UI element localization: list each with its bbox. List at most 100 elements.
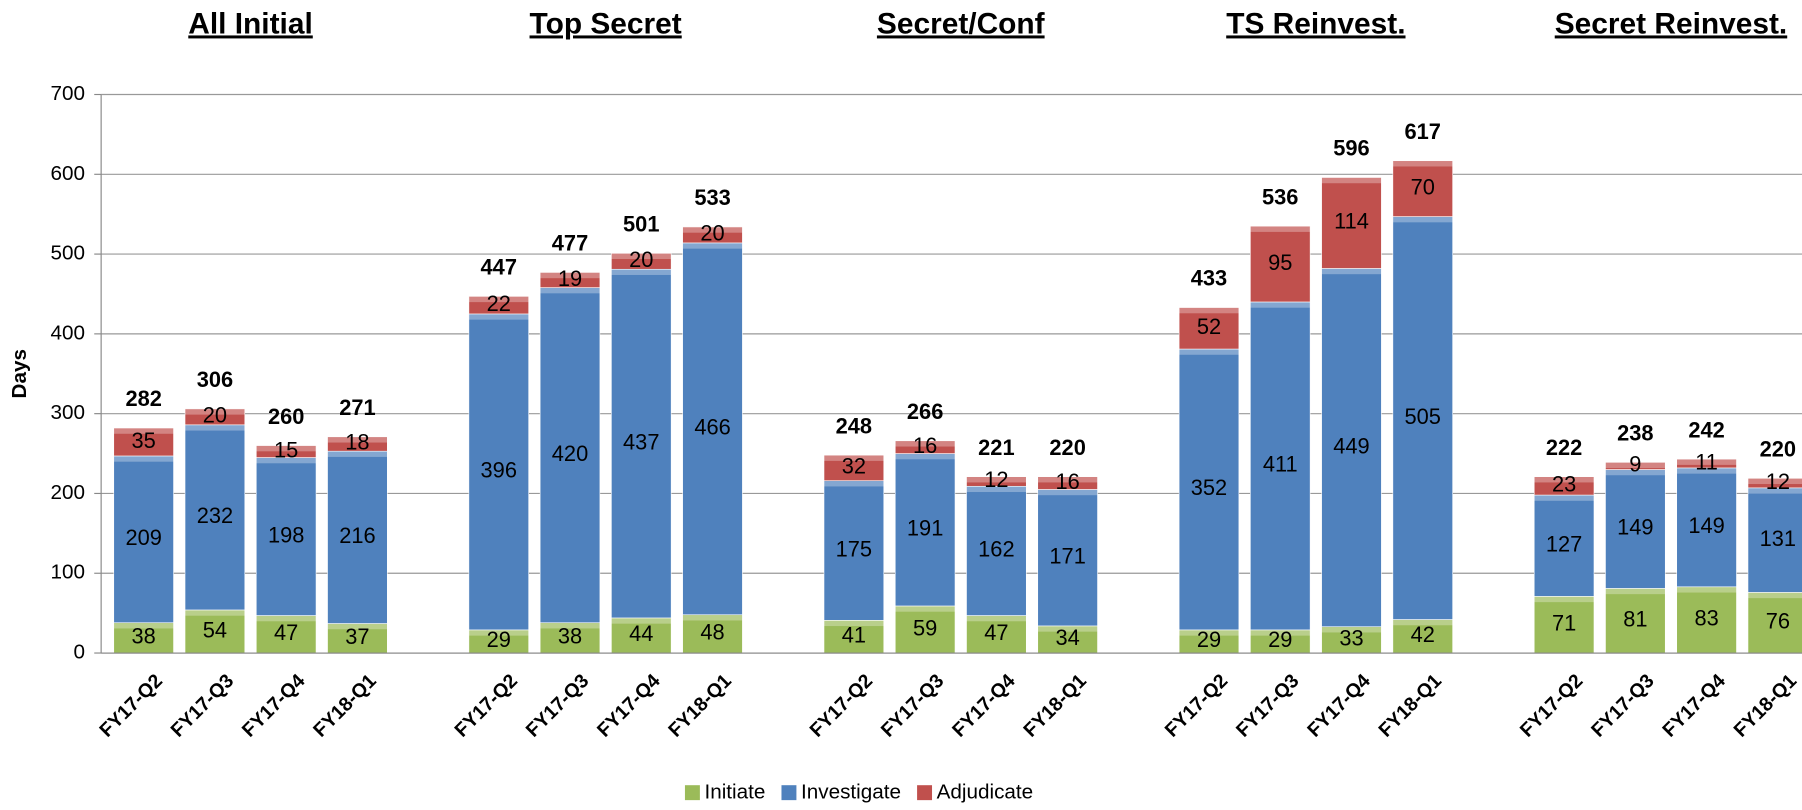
bar-shade xyxy=(256,615,317,622)
bar-shade xyxy=(1534,476,1594,483)
bar-shade xyxy=(966,486,1027,493)
group-title: TS Reinvest. xyxy=(1226,7,1405,40)
value-label: 20 xyxy=(629,247,653,272)
bar-segment xyxy=(255,445,317,458)
value-label: 35 xyxy=(132,428,156,453)
total-label: 536 xyxy=(1262,184,1298,209)
y-tick-label: 300 xyxy=(51,401,85,424)
value-label: 54 xyxy=(203,617,227,642)
total-label: 220 xyxy=(1049,435,1085,460)
bar-shade xyxy=(540,272,600,279)
value-label: 15 xyxy=(274,437,298,462)
bar-segment xyxy=(966,485,1027,616)
x-tick-label: FY17-Q2 xyxy=(1516,670,1588,742)
y-axis-label: Days xyxy=(8,349,31,398)
bar-segment xyxy=(1533,596,1595,654)
bar-shade xyxy=(895,440,956,447)
y-tick-label: 0 xyxy=(74,641,86,664)
value-label: 47 xyxy=(984,620,1008,645)
bar-shade xyxy=(1179,349,1239,355)
value-label: 191 xyxy=(907,516,943,541)
value-label: 95 xyxy=(1268,250,1292,275)
value-label: 47 xyxy=(274,620,298,645)
value-label: 29 xyxy=(487,627,511,652)
value-label: 32 xyxy=(842,454,866,479)
bar-segment xyxy=(1037,489,1098,627)
bar-segment xyxy=(1605,462,1666,470)
bar-segment xyxy=(1037,476,1098,490)
x-tick-label: FY17-Q2 xyxy=(95,670,167,742)
bar-segment xyxy=(823,454,885,481)
bar-segment xyxy=(113,427,174,457)
total-label: 222 xyxy=(1546,435,1582,460)
bar-segment xyxy=(327,450,388,624)
total-label: 220 xyxy=(1760,436,1796,461)
bar-segment xyxy=(894,453,956,607)
bar-shade xyxy=(1605,469,1666,476)
value-label: 34 xyxy=(1055,625,1079,650)
value-label: 83 xyxy=(1694,606,1718,631)
total-label: 282 xyxy=(125,386,161,411)
bar-segment xyxy=(611,252,672,270)
total-label: 477 xyxy=(552,231,588,256)
value-label: 42 xyxy=(1411,622,1435,647)
bar-segment xyxy=(1747,592,1802,654)
value-label: 411 xyxy=(1263,452,1298,477)
y-tick-label: 100 xyxy=(51,561,85,584)
bar-shade xyxy=(1321,268,1382,275)
x-tick-label: FY17-Q4 xyxy=(238,670,310,742)
value-label: 44 xyxy=(629,621,653,646)
bar-shade xyxy=(1747,592,1802,599)
legend-swatch xyxy=(684,785,700,801)
bar-shade xyxy=(1676,459,1737,465)
value-label: 149 xyxy=(1617,515,1653,540)
x-tick-label: FY17-Q4 xyxy=(1658,670,1730,742)
value-label: 38 xyxy=(132,624,156,649)
y-tick-label: 600 xyxy=(51,162,85,185)
bar-segment xyxy=(611,268,672,619)
group-title: Top Secret xyxy=(530,7,682,40)
bar-shade xyxy=(611,269,672,275)
value-label: 505 xyxy=(1405,404,1441,429)
value-label: 149 xyxy=(1688,513,1724,538)
bar-shade xyxy=(1392,619,1453,626)
bar-shade xyxy=(1605,588,1666,595)
x-tick-label: FY17-Q3 xyxy=(167,670,239,742)
value-label: 29 xyxy=(1197,627,1221,652)
bar-shade xyxy=(185,424,245,431)
group-title: Secret/Conf xyxy=(877,7,1045,40)
bar-shade xyxy=(1179,629,1239,636)
bar-shade xyxy=(1534,596,1594,603)
y-tick-label: 500 xyxy=(51,242,85,265)
value-label: 81 xyxy=(1623,606,1647,631)
bar-shade xyxy=(113,622,174,629)
bar-shade xyxy=(1250,301,1311,308)
bar-segment xyxy=(894,440,956,454)
value-label: 71 xyxy=(1552,610,1576,635)
total-label: 306 xyxy=(197,367,233,392)
bar-segment xyxy=(468,313,529,631)
bar-segment xyxy=(823,480,885,621)
x-tick-label: FY17-Q3 xyxy=(877,670,949,742)
bar-segment xyxy=(184,609,246,654)
x-tick-label: FY18-Q1 xyxy=(1730,670,1802,742)
bar-segment xyxy=(539,272,601,288)
value-label: 11 xyxy=(1695,449,1718,474)
total-label: 242 xyxy=(1688,417,1724,442)
x-tick-label: FY18-Q1 xyxy=(664,670,736,742)
bar-shade xyxy=(468,296,529,303)
value-label: 52 xyxy=(1197,314,1221,339)
bar-shade xyxy=(1747,478,1802,485)
bar-shade xyxy=(1037,476,1098,483)
legend-label: Adjudicate xyxy=(937,781,1034,804)
x-tick-label: FY17-Q2 xyxy=(450,670,522,742)
x-tick-label: FY18-Q1 xyxy=(309,670,381,742)
bar-shade xyxy=(327,436,388,443)
bar-segment xyxy=(1533,476,1595,496)
bar-shade xyxy=(895,605,956,612)
x-tick-label: FY17-Q2 xyxy=(1161,670,1233,742)
bar-segment xyxy=(113,622,174,654)
bar-shade xyxy=(256,445,317,452)
total-label: 501 xyxy=(623,211,659,236)
